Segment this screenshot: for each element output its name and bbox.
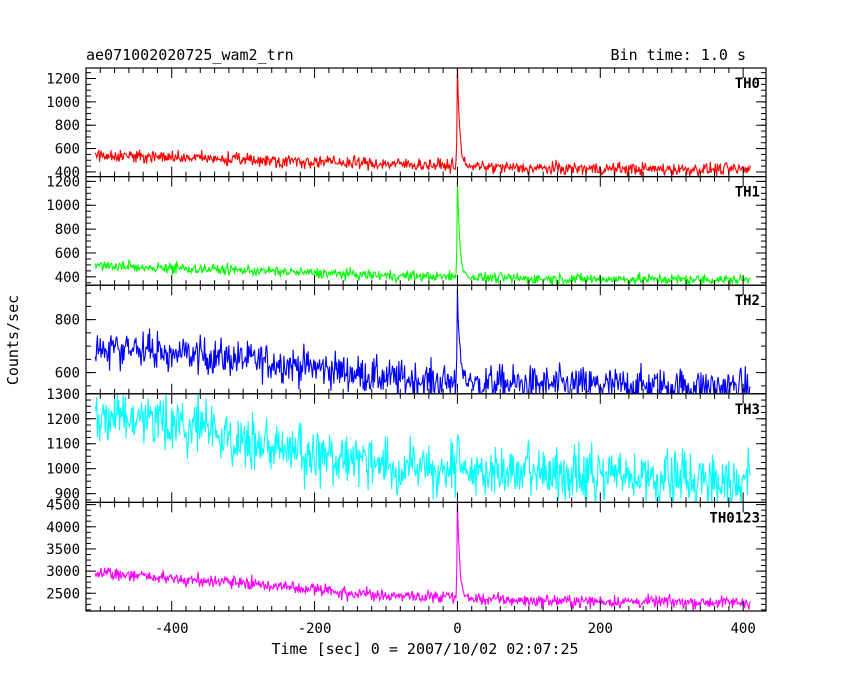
y-tick-label: 400 [55,165,80,181]
y-tick-label: 800 [55,118,80,134]
y-tick-label: 900 [55,487,80,503]
y-tick-label: 800 [55,222,80,238]
chart-title: ae071002020725_wam2_trn [86,46,294,64]
x-tick-label: 200 [588,621,613,637]
panel-label-th1: TH1 [735,185,760,201]
y-tick-label: 600 [55,142,80,158]
x-axis-label: Time [sec] 0 = 2007/10/02 02:07:25 [271,640,578,658]
panel-th0123: 2500 3000 3500 4000 4500 TH0123 [46,498,767,612]
y-tick-label: 800 [55,313,80,329]
y-tick-label: 3500 [46,542,80,558]
y-tick-label: 1300 [46,387,80,403]
panel-frame [85,67,767,178]
panel-th0: 400 600 800 1000 1200 TH0 [46,67,767,181]
y-tick-label: 400 [55,270,80,286]
light-curve-th2 [94,288,751,394]
x-tick-label: -400 [155,621,189,637]
y-tick-label: 4500 [46,498,80,514]
panels-group: 400 600 800 1000 1200 TH0 400 600 800 1000 1200 TH1… [46,67,767,637]
y-axis-label: Counts/sec [4,295,22,385]
panel-label-th0: TH0 [735,76,760,92]
y-tick-label: 1200 [46,412,80,428]
y-tick-label: 4000 [46,520,80,536]
panel-th1: 400 600 800 1000 1200 TH1 [46,174,767,286]
y-tick-label: 1200 [46,72,80,88]
y-tick-label: 1000 [46,198,80,214]
y-tick-label: 1100 [46,437,80,453]
panel-label-th0123: TH0123 [709,510,760,526]
x-tick-label: 0 [453,621,461,637]
y-tick-label: 2500 [46,586,80,602]
light-curve-th1 [94,181,751,286]
panel-label-th2: TH2 [735,293,760,309]
y-tick-label: 1200 [46,174,80,190]
light-curve-th0 [94,68,751,177]
x-tick-label: 400 [730,621,755,637]
light-curve-th0123 [94,502,751,611]
x-tick-label: -200 [298,621,332,637]
y-tick-label: 600 [55,366,80,382]
panel-frame [85,501,767,612]
y-tick-label: 1000 [46,462,80,478]
light-curve-th3 [94,393,751,503]
bin-time-label: Bin time: 1.0 s [611,46,746,64]
panel-frame [85,176,767,286]
panel-th3: 900 1000 1100 1200 1300 TH3 [46,387,767,503]
panel-th2: 600 800 TH2 [55,284,767,395]
y-tick-label: 3000 [46,564,80,580]
panel-label-th3: TH3 [735,402,760,418]
y-tick-label: 600 [55,246,80,262]
y-tick-label: 1000 [46,95,80,111]
